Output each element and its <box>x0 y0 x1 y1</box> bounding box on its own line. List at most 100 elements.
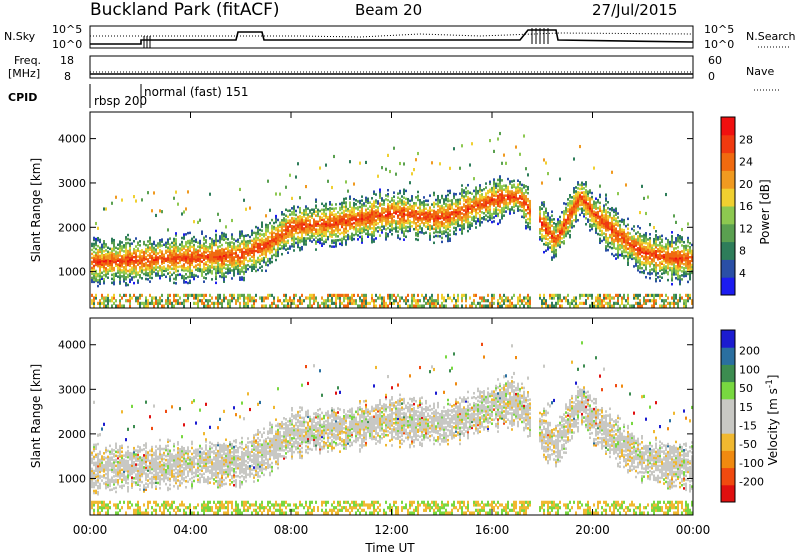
heatmap-cell <box>197 255 199 258</box>
heatmap-cell <box>175 238 177 241</box>
heatmap-cell <box>139 250 141 253</box>
heatmap-cell <box>231 277 233 280</box>
heatmap-cell <box>527 223 529 227</box>
heatmap-cell <box>627 233 629 237</box>
heatmap-cell <box>285 299 287 303</box>
heatmap-cell <box>545 225 547 229</box>
heatmap-cell <box>507 299 509 303</box>
heatmap-cell <box>585 185 587 188</box>
heatmap-cell <box>157 299 159 303</box>
heatmap-cell <box>287 231 289 235</box>
heatmap-cell <box>343 227 345 231</box>
heatmap-cell <box>345 229 347 232</box>
heatmap-cell <box>489 188 491 192</box>
heatmap-cell <box>125 299 127 303</box>
heatmap-cell <box>499 304 501 308</box>
heatmap-cell <box>131 252 133 255</box>
heatmap-cell <box>605 225 607 228</box>
heatmap-cell <box>299 210 301 214</box>
heatmap-cell <box>229 241 231 244</box>
heatmap-cell <box>235 247 237 251</box>
heatmap-cell <box>491 192 493 196</box>
heatmap-cell <box>271 301 273 305</box>
heatmap-cell <box>335 221 337 224</box>
heatmap-cell <box>299 248 301 252</box>
heatmap-cell <box>291 301 293 305</box>
heatmap-cell <box>379 192 381 195</box>
heatmap-cell <box>221 273 223 277</box>
heatmap-cell <box>423 304 425 308</box>
heatmap-cell <box>407 201 409 205</box>
heatmap-cell <box>149 252 151 255</box>
heatmap-cell <box>287 229 289 233</box>
heatmap-cell <box>397 216 399 219</box>
heatmap-cell <box>447 207 449 211</box>
heatmap-cell <box>181 212 183 216</box>
heatmap-cell <box>573 205 575 208</box>
heatmap-cell <box>389 206 391 210</box>
heatmap-cell <box>623 220 625 224</box>
heatmap-cell <box>257 230 259 234</box>
heatmap-cell <box>245 296 247 300</box>
heatmap-cell <box>143 272 145 276</box>
heatmap-cell <box>595 207 597 210</box>
heatmap-cell <box>105 243 107 246</box>
heatmap-cell <box>157 246 159 249</box>
heatmap-cell <box>639 301 641 305</box>
heatmap-cell <box>485 214 487 217</box>
heatmap-cell <box>335 296 337 300</box>
heatmap-cell <box>417 301 419 305</box>
heatmap-cell <box>113 254 115 258</box>
heatmap-cell <box>337 227 339 230</box>
heatmap-cell <box>619 245 621 249</box>
heatmap-cell <box>261 253 263 256</box>
heatmap-cell <box>611 208 613 212</box>
heatmap-cell <box>299 246 301 250</box>
heatmap-cell <box>265 251 267 255</box>
heatmap-cell <box>431 203 433 206</box>
heatmap-cell <box>405 201 407 205</box>
heatmap-cell <box>461 293 463 297</box>
heatmap-cell <box>233 293 235 297</box>
heatmap-cell <box>123 293 125 297</box>
heatmap-cell <box>413 293 415 297</box>
heatmap-cell <box>273 299 275 303</box>
heatmap-cell <box>419 299 421 303</box>
heatmap-cell <box>391 203 393 206</box>
heatmap-cell <box>377 212 379 215</box>
heatmap-cell <box>493 180 495 183</box>
heatmap-cell <box>261 237 263 240</box>
heatmap-cell <box>449 205 451 209</box>
heatmap-cell <box>377 216 379 219</box>
heatmap-cell <box>513 197 515 201</box>
heatmap-cell <box>181 258 183 262</box>
heatmap-cell <box>611 228 613 232</box>
heatmap-cell <box>489 218 491 221</box>
heatmap-cell <box>465 210 467 214</box>
heatmap-cell <box>269 235 271 239</box>
heatmap-cell <box>619 227 621 231</box>
heatmap-cell <box>353 211 355 215</box>
heatmap-cell <box>357 206 359 209</box>
heatmap-cell <box>99 278 101 282</box>
heatmap-cell <box>193 301 195 305</box>
heatmap-cell <box>363 228 365 231</box>
heatmap-cell <box>161 254 163 257</box>
heatmap-cell <box>237 240 239 243</box>
heatmap-cell <box>395 224 397 227</box>
heatmap-cell <box>359 221 361 225</box>
heatmap-cell <box>463 227 465 230</box>
heatmap-cell <box>113 280 115 284</box>
heatmap-cell <box>369 233 371 236</box>
heatmap-cell <box>539 296 541 300</box>
heatmap-cell <box>129 272 131 276</box>
heatmap-cell <box>163 273 165 276</box>
heatmap-cell <box>409 205 411 209</box>
cpid-mode-1: rbsp 200 <box>94 94 147 108</box>
heatmap-cell <box>645 242 647 245</box>
heatmap-cell <box>241 262 243 265</box>
heatmap-cell <box>447 211 449 215</box>
heatmap-cell <box>327 227 329 231</box>
heatmap-cell <box>523 210 525 213</box>
heatmap-cell <box>193 275 195 279</box>
